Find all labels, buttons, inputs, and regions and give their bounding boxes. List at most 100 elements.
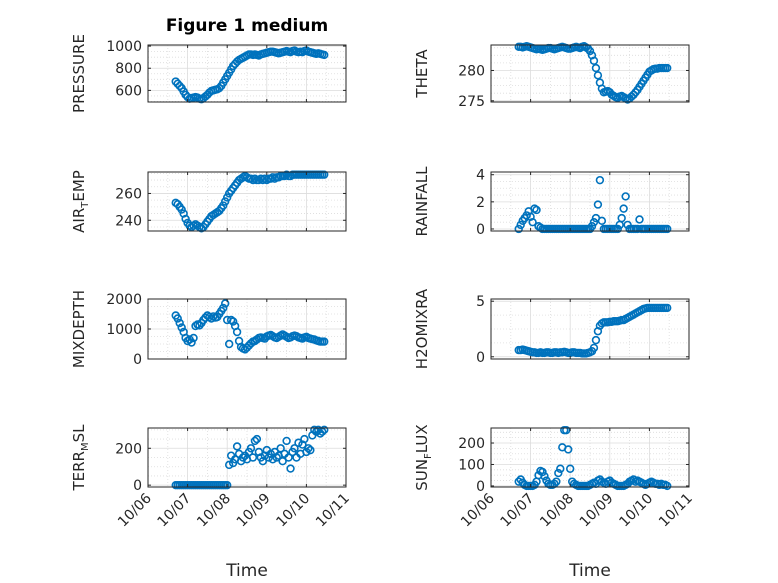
- x-tick-label: 10/08: [537, 491, 577, 531]
- data-point: [304, 444, 313, 453]
- data-point: [226, 315, 236, 325]
- data-point: [223, 480, 232, 490]
- data-point: [250, 436, 260, 446]
- data-point: [306, 445, 315, 455]
- axes-box: [147, 171, 347, 232]
- data-point: [232, 327, 242, 337]
- y-axis-label: H2OMIXRA: [413, 288, 431, 369]
- y-tick-label: 200: [115, 441, 142, 457]
- y-axis-label: PRESSURE: [70, 34, 88, 113]
- x-tick-label: 10/10: [273, 491, 313, 531]
- y-tick-label: 200: [458, 436, 485, 452]
- data-point: [595, 175, 605, 185]
- data-point: [268, 455, 277, 464]
- data-point: [310, 425, 319, 435]
- x-tick-label: 10/11: [656, 491, 696, 531]
- data-point: [290, 444, 299, 453]
- data-point: [589, 56, 599, 65]
- y-tick-label: 5: [476, 294, 485, 310]
- data-point: [252, 434, 262, 444]
- data-point: [181, 214, 190, 224]
- data-point: [562, 425, 571, 435]
- data-point: [219, 303, 228, 313]
- data-point: [238, 453, 248, 462]
- axes-box: [490, 427, 690, 488]
- axes-box: [490, 298, 690, 360]
- data-point: [591, 63, 601, 73]
- data-point: [175, 81, 184, 91]
- y-tick-label: 2000: [106, 292, 142, 308]
- y-tick-label: 100: [458, 457, 485, 473]
- data-point: [587, 222, 597, 231]
- data-point: [635, 215, 644, 224]
- subplot-5: 0 1000 2000 MIXDEPTH: [70, 290, 347, 368]
- data-point: [585, 46, 595, 56]
- data-point: [516, 220, 525, 230]
- y-axis-label: RAINFALL: [413, 166, 431, 237]
- data-point: [232, 442, 242, 451]
- y-tick-label: 600: [115, 83, 142, 99]
- y-tick-label: 0: [476, 222, 485, 238]
- data-point: [294, 438, 303, 447]
- data-point: [619, 204, 628, 213]
- subplot-2: 275 280 THETA: [413, 42, 690, 110]
- data-point: [565, 464, 575, 473]
- data-point: [272, 453, 281, 462]
- x-tick-label: 10/11: [313, 491, 353, 531]
- subplot-6: 0 5 H2OMIXRA: [413, 288, 690, 369]
- data-point: [528, 217, 537, 227]
- y-tick-label: 0: [133, 352, 142, 368]
- axes-box: [147, 44, 347, 103]
- data-point: [554, 468, 563, 478]
- data-point: [589, 343, 599, 353]
- y-axis-label: AIRTEMP: [70, 170, 91, 233]
- data-point: [593, 200, 603, 209]
- x-tick-label: 10/09: [577, 491, 617, 531]
- data-point: [221, 299, 230, 308]
- data-point: [589, 217, 599, 227]
- data-point: [663, 303, 672, 313]
- data-point: [300, 434, 309, 444]
- data-point: [177, 323, 186, 332]
- subplot-8: 0 100 200 10/06 10/07 10/08 10/09 10/10 10/11 SUN…: [413, 424, 696, 581]
- data-point: [224, 339, 234, 349]
- data-point: [215, 83, 224, 93]
- data-point: [522, 211, 531, 220]
- x-tick-label: 10/06: [458, 490, 498, 530]
- data-point: [564, 445, 573, 454]
- y-tick-label: 240: [115, 213, 142, 229]
- y-axis-label: THETA: [413, 49, 431, 99]
- y-tick-label: 0: [476, 350, 485, 366]
- data-point: [633, 224, 642, 234]
- data-point: [223, 193, 232, 202]
- data-point: [221, 197, 230, 206]
- y-tick-label: 2: [476, 195, 485, 211]
- y-tick-label: 4: [476, 168, 485, 184]
- data-point: [276, 444, 285, 453]
- y-axis-label: MIXDEPTH: [70, 290, 88, 368]
- data-point: [248, 453, 258, 462]
- x-tick-label: 10/07: [498, 491, 538, 531]
- x-tick-label: 10/09: [234, 491, 274, 531]
- y-axis-label-sub: T: [80, 201, 91, 209]
- data-point: [591, 335, 601, 345]
- data-point: [175, 318, 184, 328]
- data-point: [538, 467, 547, 477]
- y-axis-label: TERRMSL: [70, 424, 91, 492]
- data-point: [540, 472, 549, 481]
- y-axis-label-sub: M: [80, 442, 91, 451]
- y-tick-label: 275: [458, 94, 485, 110]
- data-point: [621, 192, 630, 201]
- y-tick-label: 800: [115, 61, 142, 77]
- y-axis-label-rest: EMP: [70, 170, 88, 201]
- y-tick-label: 0: [133, 478, 142, 494]
- data-point: [189, 333, 198, 343]
- y-tick-label: 1000: [106, 322, 142, 338]
- data-point: [663, 481, 672, 491]
- data-point: [177, 205, 186, 214]
- data-point: [282, 436, 291, 446]
- data-point: [320, 50, 329, 60]
- x-tick-label: 10/08: [194, 491, 234, 531]
- y-axis-label-main: TERR: [70, 451, 88, 492]
- data-point: [617, 213, 626, 223]
